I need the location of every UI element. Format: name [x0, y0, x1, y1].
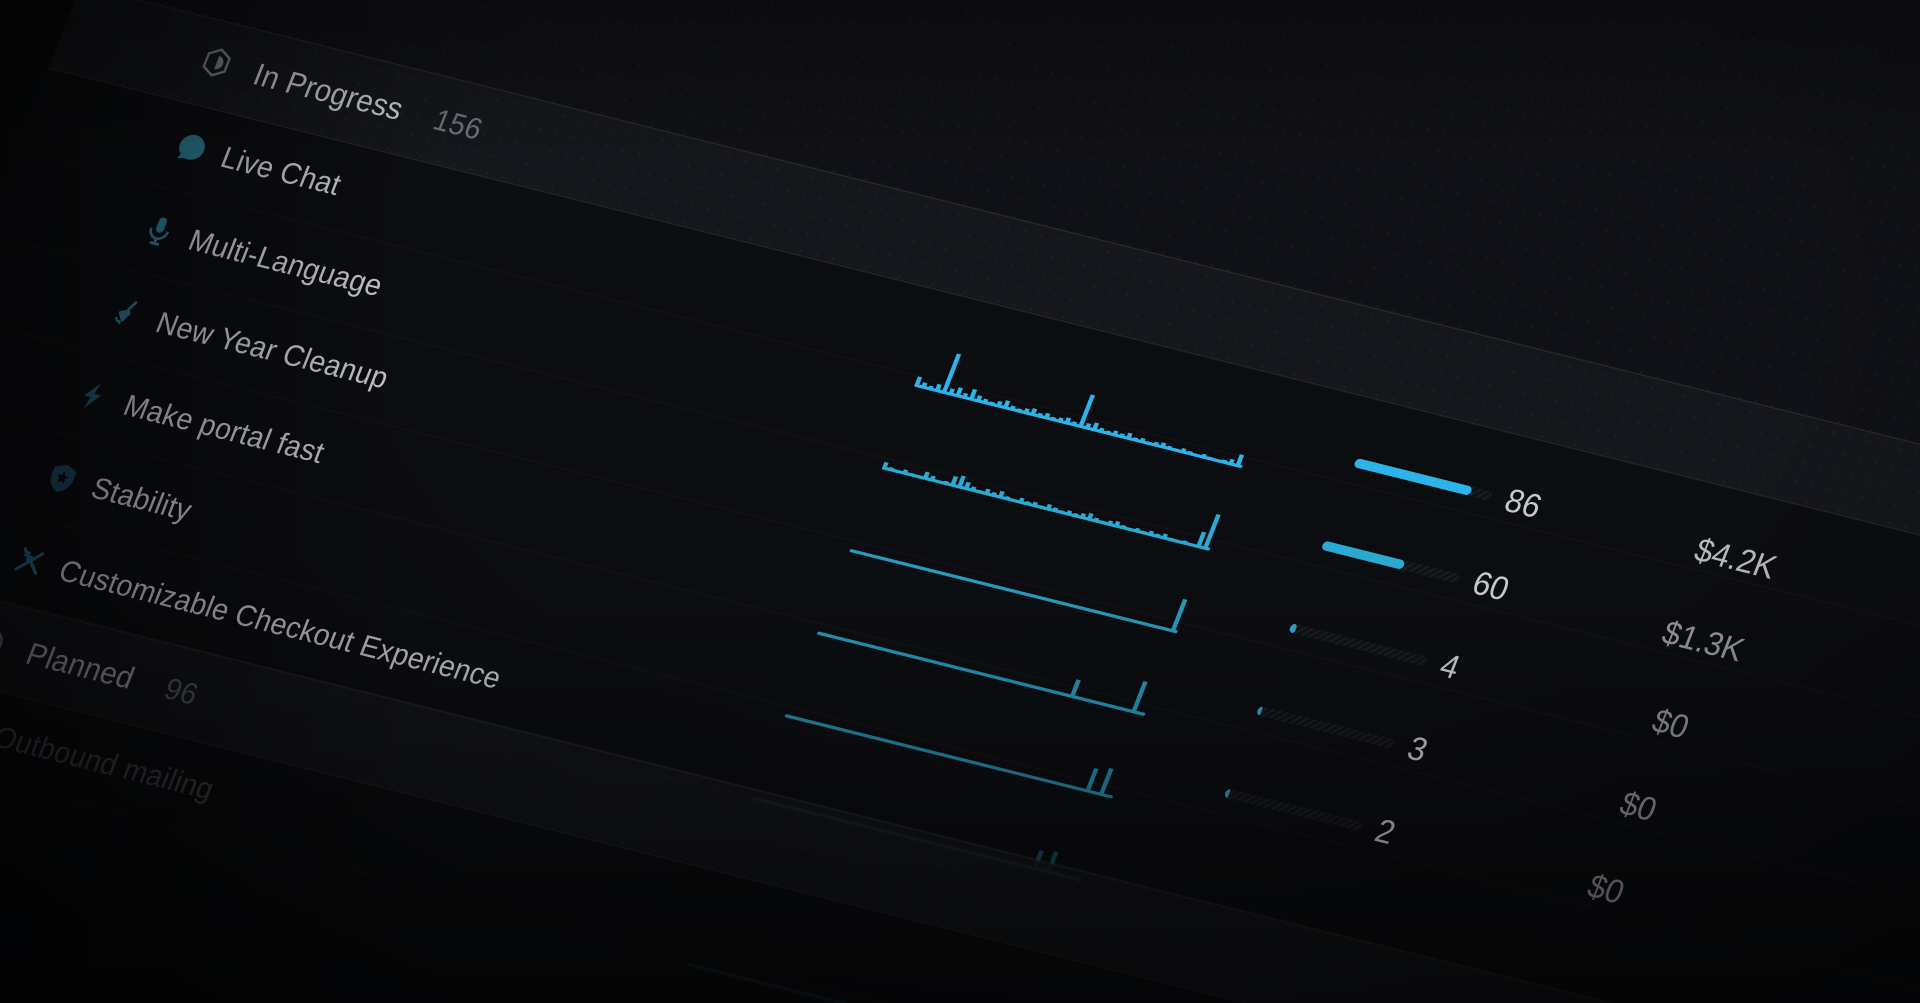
status-planned-icon: [0, 622, 11, 662]
effort-progress-fill: [1320, 540, 1406, 570]
effort-number: 86: [1499, 481, 1548, 526]
broom-icon: [105, 293, 149, 333]
effort-progress-fill: [1223, 788, 1231, 799]
lightning-icon: [73, 376, 117, 416]
effort-number: 60: [1467, 563, 1515, 608]
chat-bubble-icon: [170, 128, 214, 168]
group-count: 96: [159, 671, 203, 712]
effort-progress-fill: [1288, 623, 1298, 634]
feature-name: Live Chat: [216, 140, 347, 202]
shield-icon: [40, 458, 84, 498]
group-count: 156: [428, 102, 488, 146]
group-label: Planned 96: [21, 637, 203, 712]
effort-number: 4: [1434, 646, 1466, 687]
tools-icon: [8, 541, 52, 581]
status-in-progress-icon: [195, 42, 239, 82]
effort-progress-fill: [1255, 705, 1264, 716]
effort-number: 3: [1402, 729, 1434, 769]
microphone-icon: [137, 211, 181, 251]
feature-name: Stability: [86, 471, 197, 528]
effort-number: 2: [1369, 811, 1401, 852]
